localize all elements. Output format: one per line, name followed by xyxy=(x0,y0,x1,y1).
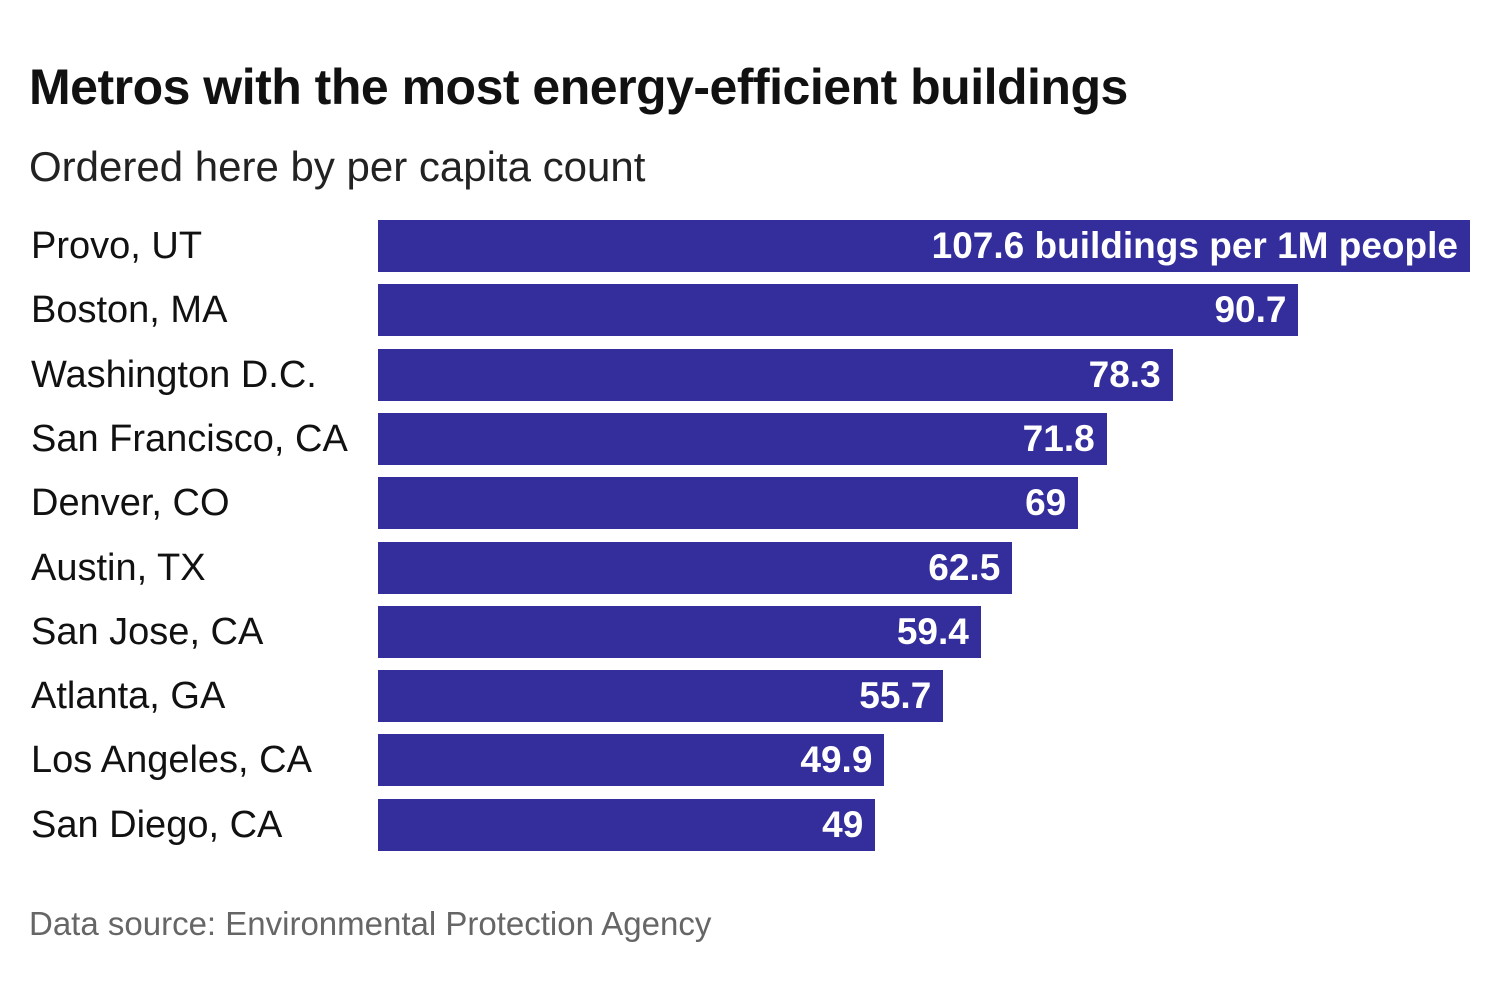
category-label: Denver, CO xyxy=(31,482,230,525)
data-label: 49 xyxy=(822,803,864,845)
category-label: Atlanta, GA xyxy=(31,675,226,718)
category-label: San Francisco, CA xyxy=(31,417,348,460)
data-label: 90.7 xyxy=(1214,289,1287,331)
bar xyxy=(378,412,1107,465)
bar xyxy=(378,284,1299,337)
chart-subtitle: Ordered here by per capita count xyxy=(29,143,646,190)
bar xyxy=(378,220,1470,272)
bar xyxy=(378,477,1079,530)
bar xyxy=(378,348,1173,401)
category-label: San Diego, CA xyxy=(31,803,283,846)
bar xyxy=(378,670,944,723)
category-label: Austin, TX xyxy=(31,546,206,589)
data-label: 107.6 buildings per 1M people xyxy=(931,225,1458,266)
bar xyxy=(378,734,885,787)
category-label: San Jose, CA xyxy=(31,610,264,653)
data-source: Data source: Environmental Protection Ag… xyxy=(29,905,712,942)
data-label: 49.9 xyxy=(800,739,873,781)
bar xyxy=(378,605,981,658)
data-label: 78.3 xyxy=(1088,353,1161,395)
bar xyxy=(378,798,876,851)
data-label: 62.5 xyxy=(928,546,1001,588)
data-label: 71.8 xyxy=(1022,417,1095,459)
category-label: Provo, UT xyxy=(31,225,203,267)
bar xyxy=(378,541,1013,594)
category-label: Washington D.C. xyxy=(31,353,317,396)
category-label: Los Angeles, CA xyxy=(31,739,312,782)
category-label: Boston, MA xyxy=(31,289,228,332)
data-label: 59.4 xyxy=(896,610,969,652)
data-label: 55.7 xyxy=(859,675,932,717)
data-label: 69 xyxy=(1025,482,1067,524)
chart-title: Metros with the most energy-efficient bu… xyxy=(29,59,1128,115)
